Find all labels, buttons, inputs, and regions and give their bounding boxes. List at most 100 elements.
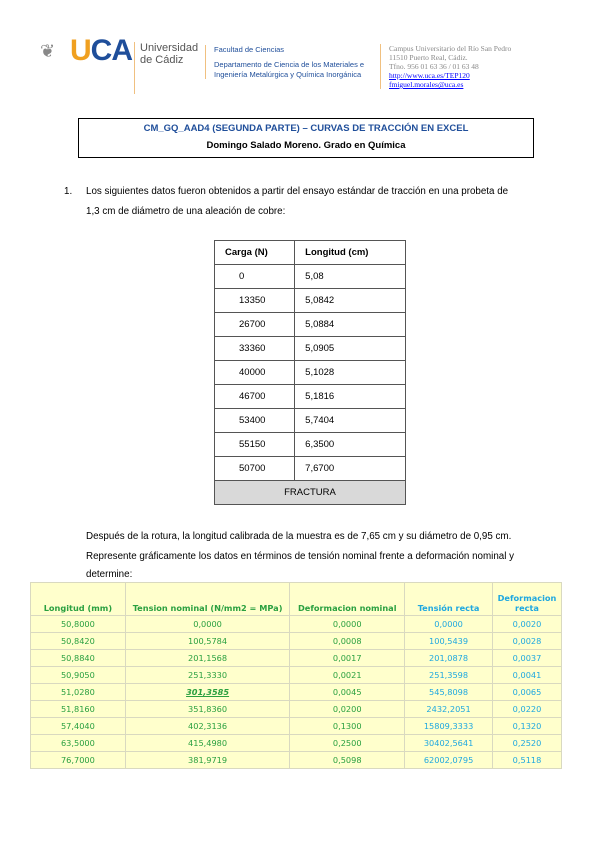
table-cell: 351,8360 xyxy=(124,700,291,718)
table-cell: 7,6700 xyxy=(294,456,406,481)
table-cell: 33360 xyxy=(213,336,296,361)
table-cell: 0,5118 xyxy=(492,751,562,769)
table-cell: 46700 xyxy=(213,384,296,409)
table-cell: 63,5000 xyxy=(30,734,126,752)
table-cell: 201,0878 xyxy=(404,649,493,667)
table-cell: 5,08 xyxy=(294,264,406,289)
column-header: Longitud (cm) xyxy=(294,240,406,265)
faculty: Facultad de Ciencias xyxy=(214,45,285,54)
web-link[interactable]: http://www.uca.es/TEP120 xyxy=(389,71,470,80)
table-cell: 0,2500 xyxy=(289,734,406,752)
table-cell: 100,5439 xyxy=(404,632,493,650)
table-cell: 50,9050 xyxy=(30,666,126,684)
faculty-block: Facultad de Ciencias Departamento de Cie… xyxy=(205,45,364,79)
table-cell: 57,4040 xyxy=(30,717,126,735)
table-cell: 0,0000 xyxy=(404,615,493,633)
column-header: Deformacion recta xyxy=(492,582,562,616)
table-row: 50,8000 0,0000 0,0000 0,0000 0,0020 xyxy=(30,615,562,633)
title-box: CM_GQ_AAD4 (SEGUNDA PARTE) – CURVAS DE T… xyxy=(78,118,534,158)
uca-logo: ❦ UCA xyxy=(40,34,133,67)
table-cell: 0,0000 xyxy=(289,615,406,633)
table-cell: 5,1816 xyxy=(294,384,406,409)
table-cell: 301,3585 xyxy=(124,683,291,701)
column-header: Longitud (mm) xyxy=(30,582,126,616)
table-row: 51,0280 301,3585 0,0045 545,8098 0,0065 xyxy=(30,683,562,701)
table-cell: 50,8840 xyxy=(30,649,126,667)
table-cell: 5,1028 xyxy=(294,360,406,385)
fracture-row: FRACTURA xyxy=(214,480,406,505)
table-cell: 0,0017 xyxy=(289,649,406,667)
table-row: 53400 5,7404 xyxy=(213,408,406,433)
table-cell: 0,0045 xyxy=(289,683,406,701)
table-cell: 50,8420 xyxy=(30,632,126,650)
university-line: de Cádiz xyxy=(140,54,184,66)
wheat-emblem-icon: ❦ xyxy=(40,41,56,61)
department-line: Departamento de Ciencia de los Materiale… xyxy=(214,60,365,69)
table-cell: 5,0842 xyxy=(294,288,406,313)
table-cell: 26700 xyxy=(213,312,296,337)
author-line: Domingo Salado Moreno. Grado en Química xyxy=(206,140,406,151)
table-cell: 0,0065 xyxy=(492,683,562,701)
table-cell: 40000 xyxy=(213,360,296,385)
table-cell: 50,8000 xyxy=(30,615,126,633)
table-cell: 0,0220 xyxy=(492,700,562,718)
paragraph-line: Después de la rotura, la longitud calibr… xyxy=(86,531,512,542)
logo-text: UCA xyxy=(70,34,133,67)
address-line: Tfno. 956 01 63 36 / 01 63 48 xyxy=(389,62,479,71)
table-row: 76,7000 381,9719 0,5098 62002,0795 0,5118 xyxy=(30,751,562,769)
university-name: Universidad de Cádiz xyxy=(134,42,198,94)
table-cell: 0,0028 xyxy=(492,632,562,650)
paragraph-line: determine: xyxy=(86,569,133,580)
table-row: 33360 5,0905 xyxy=(213,336,406,361)
column-header: Tensión recta xyxy=(404,582,493,616)
table-cell: 0,0041 xyxy=(492,666,562,684)
table-cell: 30402,5641 xyxy=(404,734,493,752)
load-length-table: Carga (N) Longitud (cm) 0 5,08 13350 5,0842 2… xyxy=(213,240,406,505)
table-row: 51,8160 351,8360 0,0200 2432,2051 0,0220 xyxy=(30,700,562,718)
table-cell: 51,8160 xyxy=(30,700,126,718)
table-row: 0 5,08 xyxy=(213,264,406,289)
table-row: 63,5000 415,4980 0,2500 30402,5641 0,2520 xyxy=(30,734,562,752)
table-cell: 0,0008 xyxy=(289,632,406,650)
table-row: 50,8840 201,1568 0,0017 201,0878 0,0037 xyxy=(30,649,562,667)
table-cell: 6,3500 xyxy=(294,432,406,457)
table-row: 57,4040 402,3136 0,1300 15809,3333 0,1320 xyxy=(30,717,562,735)
table-cell: 50700 xyxy=(213,456,296,481)
question-text: Los siguientes datos fueron obtenidos a … xyxy=(86,186,509,197)
table-row: 50700 7,6700 xyxy=(213,456,406,481)
table-cell: 62002,0795 xyxy=(404,751,493,769)
table-cell: 100,5784 xyxy=(124,632,291,650)
table-row: 13350 5,0842 xyxy=(213,288,406,313)
table-row: 55150 6,3500 xyxy=(213,432,406,457)
table-cell: 251,3330 xyxy=(124,666,291,684)
address-line: Campus Universitario del Río San Pedro xyxy=(389,44,512,53)
table-cell: 0,0037 xyxy=(492,649,562,667)
column-header: Carga (N) xyxy=(213,240,296,265)
table-cell: 5,7404 xyxy=(294,408,406,433)
table-cell: 0,1320 xyxy=(492,717,562,735)
table-cell: 0,5098 xyxy=(289,751,406,769)
assignment-title: CM_GQ_AAD4 (SEGUNDA PARTE) – CURVAS DE T… xyxy=(143,123,469,134)
university-line: Universidad xyxy=(140,42,199,54)
table-cell: 402,3136 xyxy=(124,717,291,735)
table-cell: 2432,2051 xyxy=(404,700,493,718)
table-row: 26700 5,0884 xyxy=(213,312,406,337)
table-cell: 76,7000 xyxy=(30,751,126,769)
table-row: 50,8420 100,5784 0,0008 100,5439 0,0028 xyxy=(30,632,562,650)
table-cell: 415,4980 xyxy=(124,734,291,752)
table-cell: 0,0020 xyxy=(492,615,562,633)
table-row: 50,9050 251,3330 0,0021 251,3598 0,0041 xyxy=(30,666,562,684)
table-cell: 0,0000 xyxy=(124,615,291,633)
table-cell: 13350 xyxy=(213,288,296,313)
department-line: Ingeniería Metalúrgica y Química Inorgán… xyxy=(214,70,362,79)
table-cell: 201,1568 xyxy=(124,649,291,667)
table-cell: 251,3598 xyxy=(404,666,493,684)
paragraph-line: Represente gráficamente los datos en tér… xyxy=(86,551,515,562)
address-line: 11510 Puerto Real, Cádiz. xyxy=(389,53,468,62)
table-cell: 0,0021 xyxy=(289,666,406,684)
table-cell: 5,0884 xyxy=(294,312,406,337)
table-cell: 381,9719 xyxy=(124,751,291,769)
address-block: Campus Universitario del Río San Pedro 1… xyxy=(380,44,511,89)
email-link[interactable]: fmiguel.morales@uca.es xyxy=(389,80,464,89)
